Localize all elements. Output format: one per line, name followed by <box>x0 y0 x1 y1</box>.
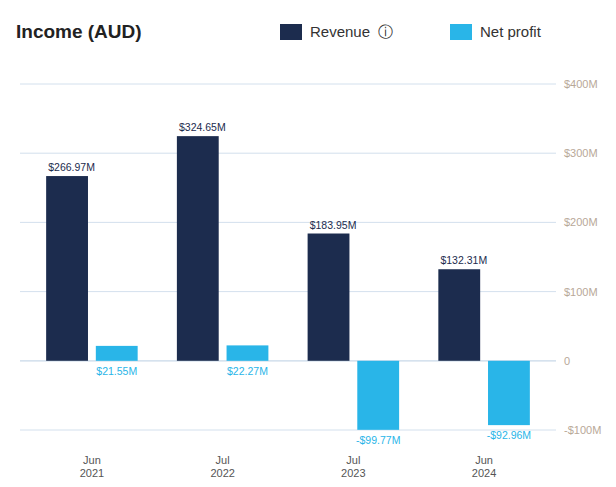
data-label: -$92.96M <box>487 429 531 441</box>
legend-item: Revenue ⓘ <box>280 23 393 40</box>
legend-item: Net profit <box>450 23 542 40</box>
data-label: $132.31M <box>440 254 487 266</box>
bar <box>96 346 138 361</box>
y-tick-label: 0 <box>564 355 570 367</box>
y-tick-label: $100M <box>564 286 598 298</box>
legend-label: Revenue ⓘ <box>310 23 393 40</box>
x-tick-label: Jun2021 <box>80 454 104 479</box>
x-tick-label: Jun2024 <box>472 454 496 479</box>
grid-line <box>20 153 556 154</box>
grid <box>20 84 556 430</box>
x-tick-label: Jul2022 <box>210 454 234 479</box>
grid-line <box>20 84 556 85</box>
data-label: $266.97M <box>48 161 95 173</box>
data-labels: $266.97M $324.65M $183.95M $132.31M $21.55M $… <box>48 121 531 446</box>
data-label: $324.65M <box>179 121 226 133</box>
data-label: $183.95M <box>310 219 357 231</box>
bars <box>46 136 530 430</box>
bar <box>177 136 219 361</box>
legend-swatch <box>450 24 472 40</box>
grid-line <box>20 222 556 223</box>
y-tick-label: $200M <box>564 216 598 228</box>
data-label: $22.27M <box>227 365 268 377</box>
bar <box>438 269 480 361</box>
title: Income (AUD) <box>16 21 142 42</box>
x-tick-label: Jul2023 <box>341 454 365 479</box>
data-label: $21.55M <box>96 365 137 377</box>
data-label: -$99.77M <box>356 434 400 446</box>
y-tick-label: -$100M <box>564 424 601 436</box>
grid-line <box>20 430 556 431</box>
y-tick-label: $400M <box>564 78 598 90</box>
bar <box>227 345 269 360</box>
chart-svg: Income (AUD) Revenue ⓘ Net profit -$100M 0 $1… <box>0 0 616 487</box>
bar <box>46 176 88 361</box>
chart-container: Income (AUD) Revenue ⓘ Net profit -$100M 0 $1… <box>0 0 616 487</box>
legend-swatch <box>280 24 302 40</box>
y-tick-label: $300M <box>564 147 598 159</box>
legend-label: Net profit <box>480 23 542 40</box>
bar <box>357 361 399 430</box>
bar <box>308 234 350 361</box>
bar <box>488 361 530 425</box>
